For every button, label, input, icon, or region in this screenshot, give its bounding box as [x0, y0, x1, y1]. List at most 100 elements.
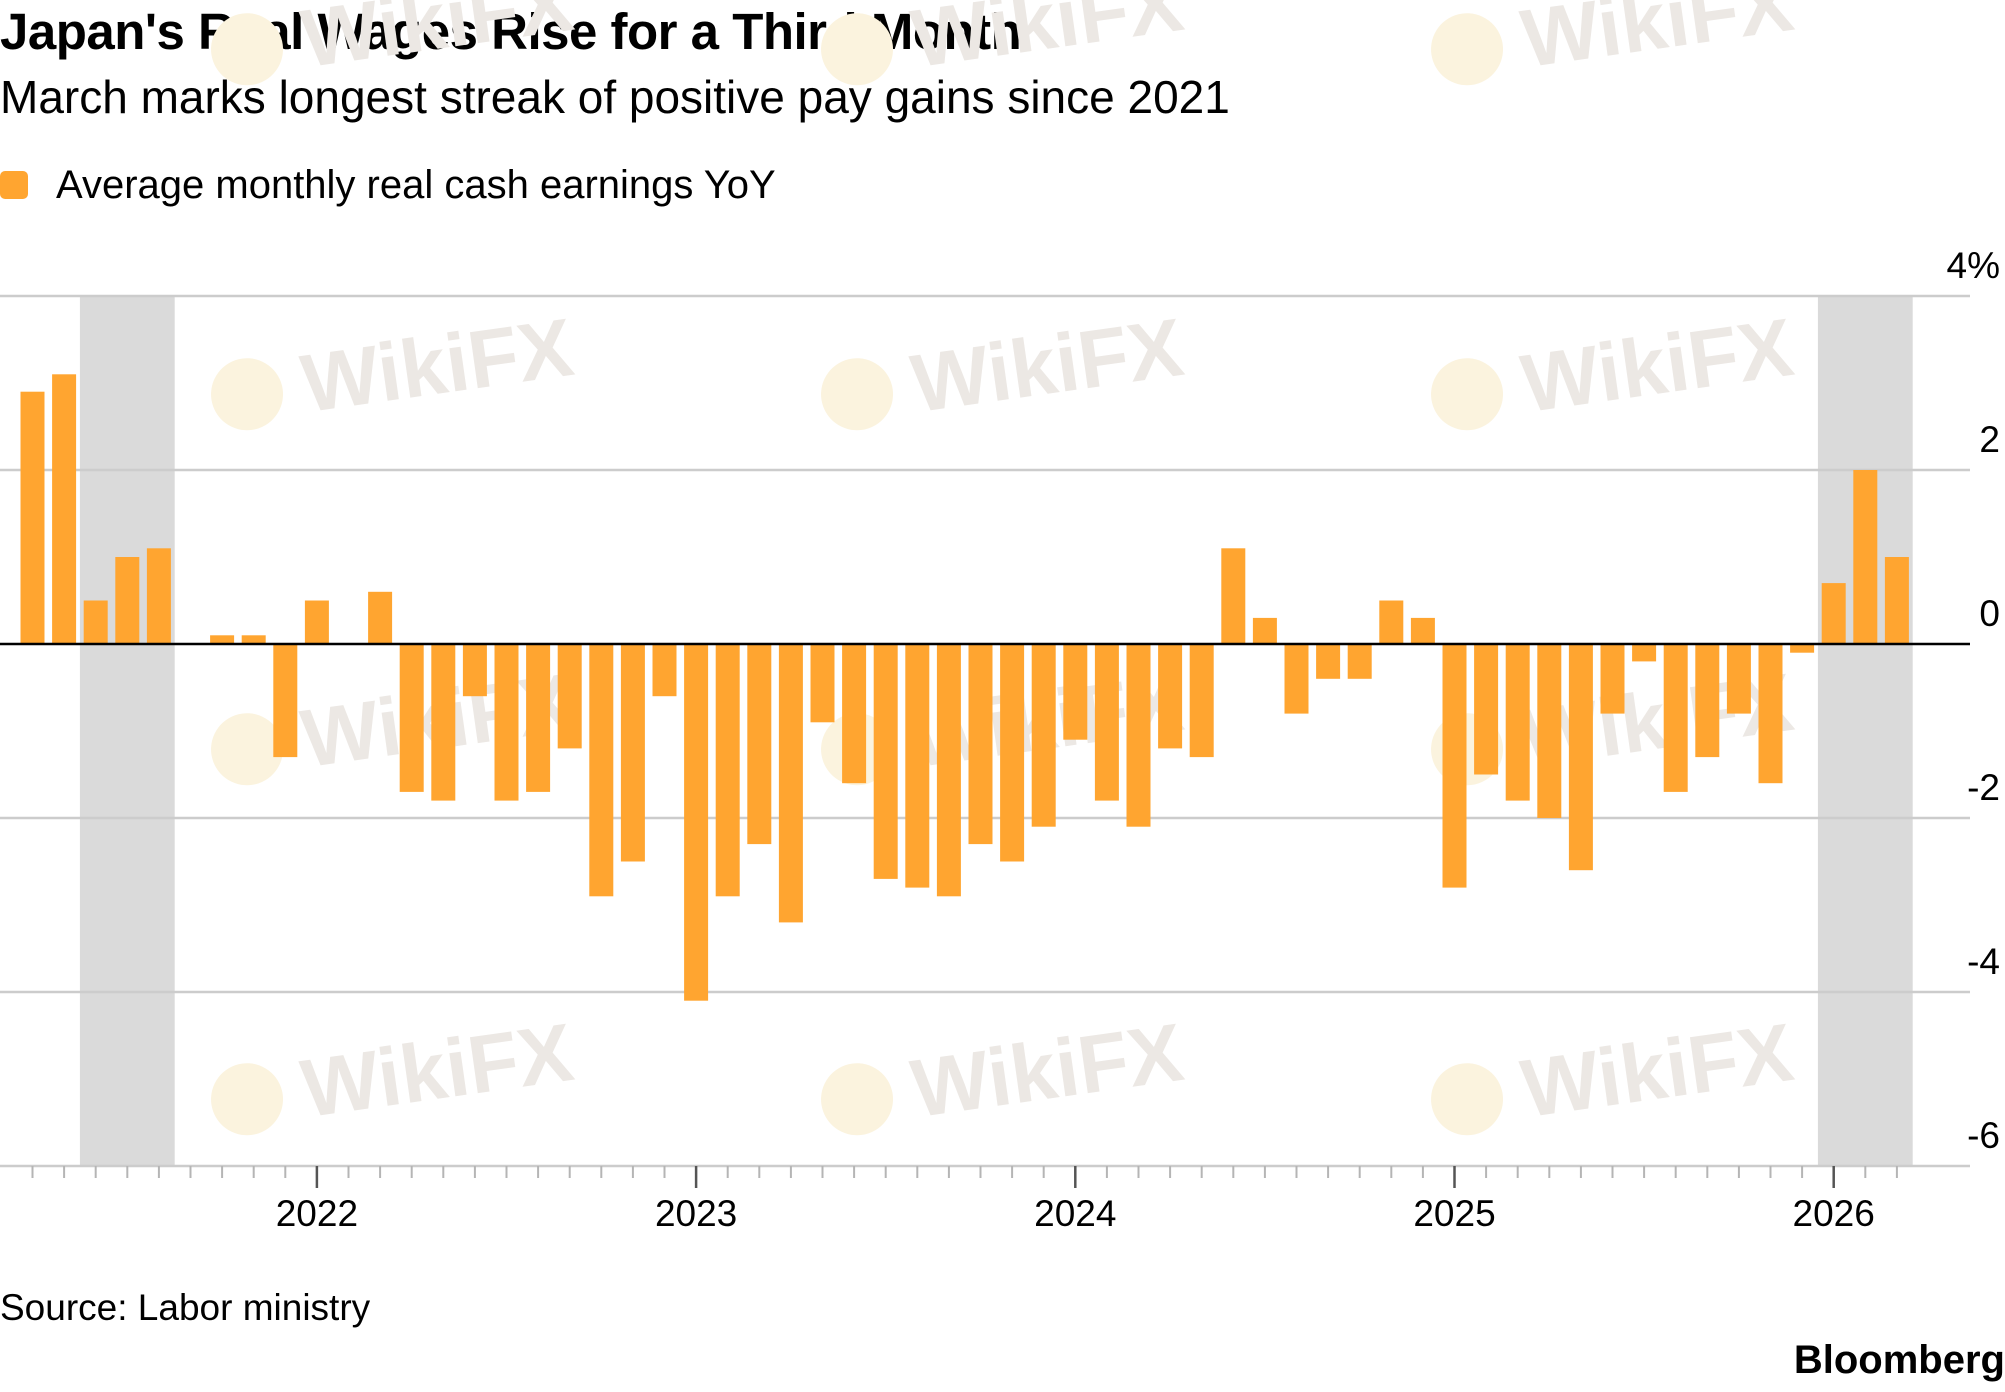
y-tick-label: 2: [1979, 419, 2000, 460]
watermark: WikiFX: [821, 1007, 1189, 1136]
bar: [241, 635, 266, 644]
watermark: WikiFX: [821, 0, 1189, 86]
bar: [1505, 644, 1530, 801]
bars: [20, 374, 1909, 1001]
y-tick-label: 4%: [1947, 245, 2000, 286]
shaded-period: [1817, 296, 1913, 1166]
bar: [1632, 644, 1657, 662]
bar: [304, 600, 329, 644]
bar: [747, 644, 772, 845]
bar: [146, 548, 171, 644]
chart-subtitle: March marks longest streak of positive p…: [0, 71, 1230, 123]
bar: [1600, 644, 1625, 714]
bar: [684, 644, 709, 1001]
brand-logo: Bloomberg: [1793, 1338, 2005, 1382]
x-tick-label: 2023: [655, 1193, 737, 1234]
bar-chart: WikiFX WikiFX WikiFX WikiFX WikiFX WikiFX Wiki…: [0, 0, 2000, 1234]
bar: [873, 644, 898, 879]
x-tick-label: 2022: [276, 1193, 358, 1234]
bar: [20, 391, 45, 644]
bar: [652, 644, 677, 697]
x-tick-label: 2024: [1034, 1193, 1116, 1234]
bar: [620, 644, 645, 862]
watermark-text: WikiFX: [906, 1007, 1189, 1135]
watermark-text: WikiFX: [906, 302, 1189, 430]
watermark: WikiFX: [1431, 0, 1799, 86]
watermark-text: WikiFX: [296, 1007, 579, 1135]
bar: [399, 644, 424, 792]
watermark-layer: WikiFX WikiFX WikiFX WikiFX WikiFX WikiFX Wiki…: [211, 0, 1799, 1136]
watermark: WikiFX: [211, 1007, 579, 1136]
bar: [210, 635, 235, 644]
x-tick-label: 2025: [1413, 1193, 1495, 1234]
legend: Average monthly real cash earnings YoY: [0, 162, 776, 208]
watermark-emblem: [1431, 13, 1504, 86]
bar: [810, 644, 835, 723]
bar: [1379, 600, 1404, 644]
bar: [52, 374, 77, 644]
watermark-text: WikiFX: [296, 302, 579, 430]
bar: [1821, 583, 1846, 644]
watermark-emblem: [211, 1063, 284, 1136]
watermark: WikiFX: [211, 0, 579, 86]
bar: [1537, 644, 1562, 818]
x-axis-labels: 2022 2023 2024 2025 2026: [276, 1193, 1875, 1234]
source-note: Source: Labor ministry: [0, 1287, 371, 1328]
bar: [1726, 644, 1751, 714]
bar: [1221, 548, 1246, 644]
bar: [1474, 644, 1499, 775]
legend-label: Average monthly real cash earnings YoY: [56, 162, 776, 207]
bar: [1158, 644, 1183, 749]
bar: [1790, 644, 1815, 653]
bar: [715, 644, 740, 897]
watermark-text: WikiFX: [1516, 0, 1799, 85]
bar: [1884, 557, 1909, 644]
bar: [83, 600, 108, 644]
bar: [462, 644, 487, 697]
bar: [1442, 644, 1467, 888]
bar: [589, 644, 614, 897]
y-tick-label: -2: [1967, 767, 2000, 808]
bar: [1663, 644, 1688, 792]
legend-swatch: [0, 171, 28, 199]
watermark-emblem: [821, 13, 894, 86]
watermark: WikiFX: [211, 302, 579, 431]
bar: [1031, 644, 1056, 827]
watermark-emblem: [211, 713, 284, 786]
y-tick-label: -6: [1967, 1115, 2000, 1156]
watermark-text: WikiFX: [1516, 1007, 1799, 1135]
bar: [557, 644, 582, 749]
bar: [494, 644, 519, 801]
bar: [968, 644, 993, 845]
bar: [1126, 644, 1151, 827]
bar: [1347, 644, 1372, 679]
bar: [1063, 644, 1088, 740]
shaded-periods: [79, 296, 1913, 1166]
watermark: WikiFX: [1431, 302, 1799, 431]
bar: [526, 644, 551, 792]
bar: [273, 644, 298, 758]
bar: [1410, 617, 1435, 644]
watermark-text: WikiFX: [1516, 302, 1799, 430]
bar: [905, 644, 930, 888]
y-tick-label: -4: [1967, 941, 2000, 982]
watermark: WikiFX: [821, 302, 1189, 431]
watermark: WikiFX: [1431, 1007, 1799, 1136]
watermark-emblem: [821, 358, 894, 431]
bar: [842, 644, 867, 784]
bar: [1568, 644, 1593, 871]
watermark-emblem: [821, 1063, 894, 1136]
bar: [1758, 644, 1783, 784]
watermark-text: WikiFX: [906, 0, 1189, 85]
bar: [936, 644, 961, 897]
bar: [431, 644, 456, 801]
x-axis: [0, 642, 1970, 1188]
watermark-emblem: [211, 13, 284, 86]
watermark-text: WikiFX: [296, 0, 579, 85]
shaded-period: [79, 296, 175, 1166]
bar: [778, 644, 803, 923]
y-tick-label: 0: [1979, 593, 2000, 634]
bar: [1284, 644, 1309, 714]
x-tick-label: 2026: [1793, 1193, 1875, 1234]
watermark-emblem: [1431, 358, 1504, 431]
